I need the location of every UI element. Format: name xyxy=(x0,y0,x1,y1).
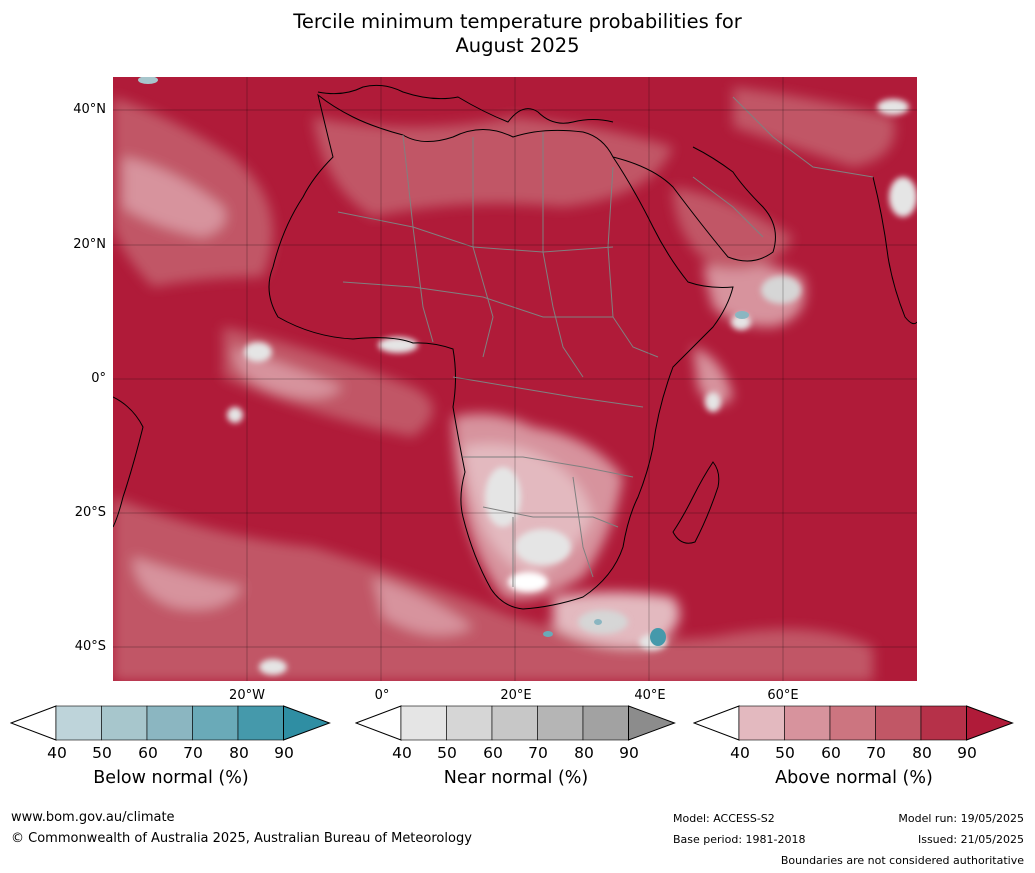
tick: 70 xyxy=(866,744,886,762)
tick: 60 xyxy=(821,744,841,762)
lat-label-20s: 20°S xyxy=(74,505,106,520)
colorbar-segment xyxy=(537,705,584,741)
colorbar-segment xyxy=(101,705,148,741)
colorbar-near-normal xyxy=(355,705,677,741)
lon-label-0: 0° xyxy=(374,688,390,703)
tick: 50 xyxy=(775,744,795,762)
colorbar-segment xyxy=(582,705,629,741)
map-title: Tercile minimum temperature probabilitie… xyxy=(0,10,1035,58)
colorbar-extend-high xyxy=(628,705,676,741)
colorbar-below-normal xyxy=(10,705,332,741)
coastlines xyxy=(113,84,917,610)
colorbar-segment xyxy=(192,705,239,741)
colorbar-segment xyxy=(146,705,193,741)
tick: 80 xyxy=(574,744,594,762)
colorbar-segment xyxy=(738,705,785,741)
tick: 80 xyxy=(912,744,932,762)
above-normal-label: Above normal (%) xyxy=(775,768,933,788)
lon-label-40e: 40°E xyxy=(634,688,666,703)
tick: 90 xyxy=(274,744,294,762)
lon-label-20w: 20°W xyxy=(229,688,265,703)
footer-boundaries: Boundaries are not considered authoritat… xyxy=(780,854,1024,867)
title-line-2: August 2025 xyxy=(455,34,580,57)
colorbar-segment xyxy=(784,705,831,741)
tick: 40 xyxy=(730,744,750,762)
tick: 90 xyxy=(957,744,977,762)
tick: 40 xyxy=(47,744,67,762)
colorbar-extend-high xyxy=(283,705,331,741)
colorbar-segment xyxy=(829,705,876,741)
colorbar-extend-high xyxy=(966,705,1014,741)
lon-label-20e: 20°E xyxy=(500,688,532,703)
tick: 90 xyxy=(619,744,639,762)
tick: 40 xyxy=(392,744,412,762)
colorbar-segment xyxy=(55,705,102,741)
lat-label-40n: 40°N xyxy=(73,102,106,117)
near-normal-label: Near normal (%) xyxy=(443,768,589,788)
footer-copyright: © Commonwealth of Australia 2025, Austra… xyxy=(11,831,472,846)
tick: 50 xyxy=(92,744,112,762)
footer-url[interactable]: www.bom.gov.au/climate xyxy=(11,810,175,825)
tick: 70 xyxy=(183,744,203,762)
lat-label-40s: 40°S xyxy=(74,639,106,654)
probability-shading xyxy=(113,87,895,681)
footer-base-period: Base period: 1981-2018 xyxy=(673,833,806,846)
tick: 60 xyxy=(138,744,158,762)
tick: 60 xyxy=(483,744,503,762)
footer-model-run: Model run: 19/05/2025 xyxy=(898,812,1024,825)
colorbar-segment xyxy=(237,705,284,741)
tick: 70 xyxy=(528,744,548,762)
footer-issued: Issued: 21/05/2025 xyxy=(917,833,1024,846)
tick: 50 xyxy=(437,744,457,762)
colorbar-segment xyxy=(400,705,447,741)
colorbar-segment xyxy=(875,705,922,741)
graticule xyxy=(113,77,917,681)
colorbar-segment xyxy=(491,705,538,741)
country-borders xyxy=(337,96,874,587)
colorbar-extend-low xyxy=(10,705,57,741)
colorbar-above-normal xyxy=(693,705,1015,741)
colorbar-segment xyxy=(920,705,967,741)
lat-label-20n: 20°N xyxy=(73,237,106,252)
colorbar-extend-low xyxy=(693,705,740,741)
footer-model: Model: ACCESS-S2 xyxy=(673,812,775,825)
lon-label-60e: 60°E xyxy=(767,688,799,703)
lat-label-0: 0° xyxy=(91,371,106,386)
colorbar-segment xyxy=(446,705,493,741)
below-normal-label: Below normal (%) xyxy=(93,768,249,788)
title-line-1: Tercile minimum temperature probabilitie… xyxy=(293,10,742,33)
colorbar-extend-low xyxy=(355,705,402,741)
probability-map xyxy=(113,77,917,681)
below-normal-patches xyxy=(138,77,749,646)
tick: 80 xyxy=(229,744,249,762)
